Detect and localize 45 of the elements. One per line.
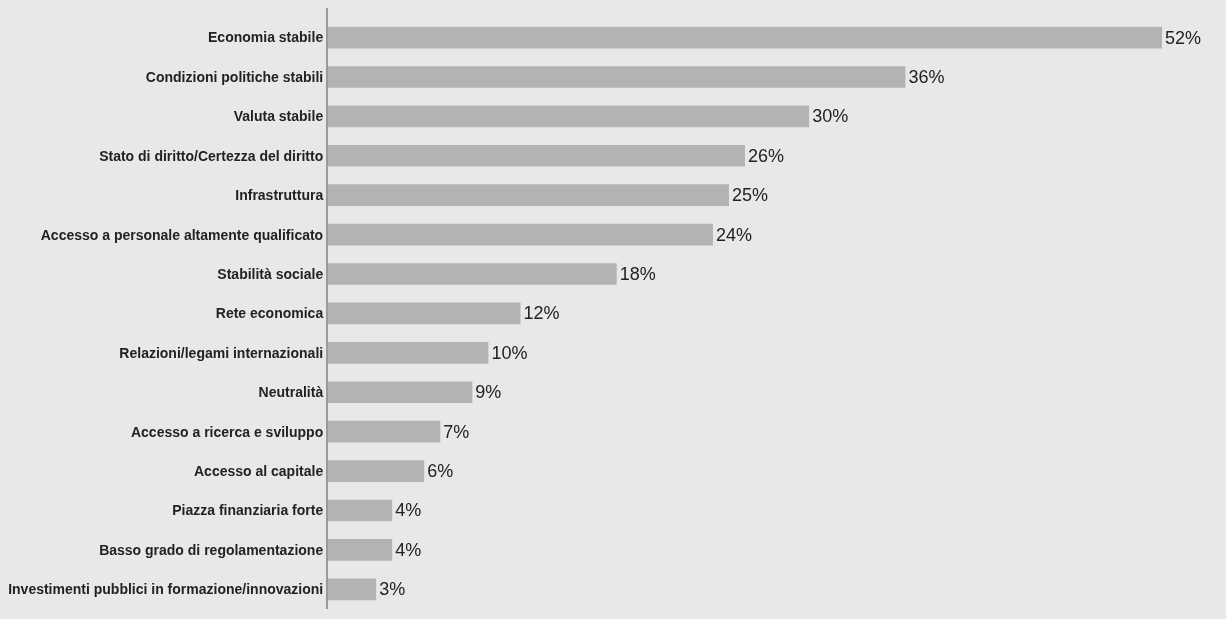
y-tick-label: Valuta stabile [233, 108, 324, 125]
bar [328, 302, 521, 325]
y-tick-label: Accesso a ricerca e sviluppo [130, 423, 324, 440]
bar [328, 66, 906, 88]
data-label: 7% [443, 421, 470, 442]
data-label: 9% [475, 382, 502, 403]
bar [328, 184, 729, 207]
data-label: 36% [908, 66, 945, 87]
y-tick-label: Infrastruttura [235, 187, 324, 204]
data-label: 26% [748, 145, 785, 166]
y-tick-label: Piazza finanziaria forte [172, 502, 324, 519]
bar [328, 105, 810, 128]
y-tick-label: Neutralità [258, 384, 324, 401]
data-label: 25% [731, 185, 768, 206]
data-label: 10% [491, 342, 528, 363]
bar [328, 539, 393, 561]
bar [328, 499, 393, 522]
bar [328, 144, 745, 167]
data-label: 4% [395, 500, 422, 521]
data-label: 30% [812, 106, 849, 127]
data-label: 4% [395, 539, 422, 560]
y-tick-label: Basso grado di regolamentazione [99, 541, 324, 558]
y-tick-label: Stabilità sociale [217, 265, 324, 282]
data-label: 12% [523, 303, 560, 324]
y-tick-label: Accesso a personale altamente qualificato [40, 226, 324, 243]
y-tick-label: Rete economica [215, 305, 324, 322]
y-tick-label: Economia stabile [208, 29, 324, 46]
y-tick-label: Investimenti pubblici in formazione/innovazioni [8, 581, 324, 598]
bar [328, 420, 441, 443]
bar [328, 460, 425, 482]
y-tick-label: Condizioni politiche stabili [145, 68, 324, 85]
bar [328, 381, 473, 404]
y-tick-label: Relazioni/legami internazionali [119, 344, 324, 361]
data-label: 6% [427, 461, 454, 482]
bar [328, 578, 377, 601]
data-label: 18% [619, 264, 656, 285]
bar [328, 223, 713, 246]
y-tick-label: Accesso al capitale [194, 462, 324, 479]
y-tick-label: Stato di diritto/Certezza del diritto [99, 147, 324, 164]
data-label: 24% [715, 224, 752, 245]
bar [328, 342, 489, 364]
bar [328, 263, 617, 285]
data-label: 52% [1165, 27, 1202, 48]
data-label: 3% [379, 579, 406, 600]
bar [328, 26, 1162, 49]
